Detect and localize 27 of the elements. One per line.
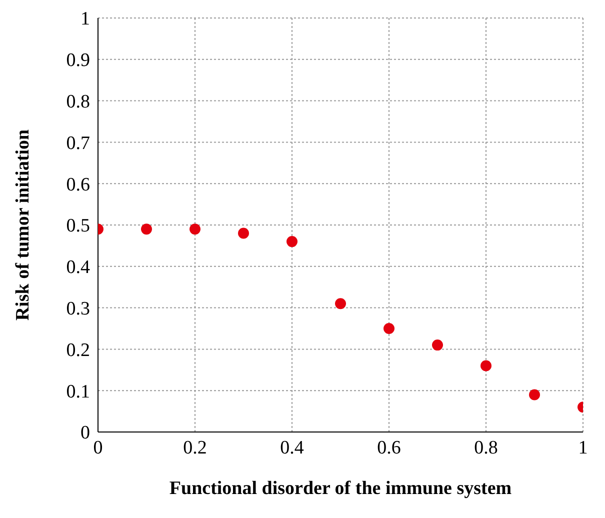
y-tick-label: 1 bbox=[80, 8, 90, 30]
x-tick-label: 0.6 bbox=[377, 437, 401, 458]
x-axis-title: Functional disorder of the immune system bbox=[169, 478, 512, 499]
point bbox=[480, 360, 492, 372]
y-tick-label: 0.6 bbox=[66, 174, 90, 196]
point bbox=[286, 236, 298, 248]
x-tick-label: 0.8 bbox=[474, 437, 498, 458]
y-tick-label: 0.5 bbox=[66, 216, 90, 237]
point bbox=[432, 340, 443, 351]
y-tick-label: 0.7 bbox=[66, 132, 90, 154]
point bbox=[335, 298, 346, 310]
y-tick-label: 0.2 bbox=[66, 340, 90, 361]
y-axis-title: Risk of tumor initiation bbox=[12, 128, 34, 321]
y-tick-label: 0.9 bbox=[66, 50, 90, 72]
point bbox=[384, 323, 394, 334]
point bbox=[238, 228, 249, 239]
y-tick-label: 0.4 bbox=[66, 257, 90, 278]
y-tick-label: 0.3 bbox=[66, 298, 90, 320]
point bbox=[141, 224, 152, 235]
x-tick-label: 0.2 bbox=[183, 437, 207, 458]
y-tick-label: 0.8 bbox=[66, 92, 90, 113]
point bbox=[190, 224, 200, 235]
y-tick-label: 0 bbox=[80, 422, 90, 444]
point bbox=[529, 389, 540, 400]
x-tick-label: 0.4 bbox=[280, 437, 304, 458]
y-tick-label: 0.1 bbox=[66, 381, 90, 402]
x-tick-label: 1 bbox=[578, 437, 588, 458]
